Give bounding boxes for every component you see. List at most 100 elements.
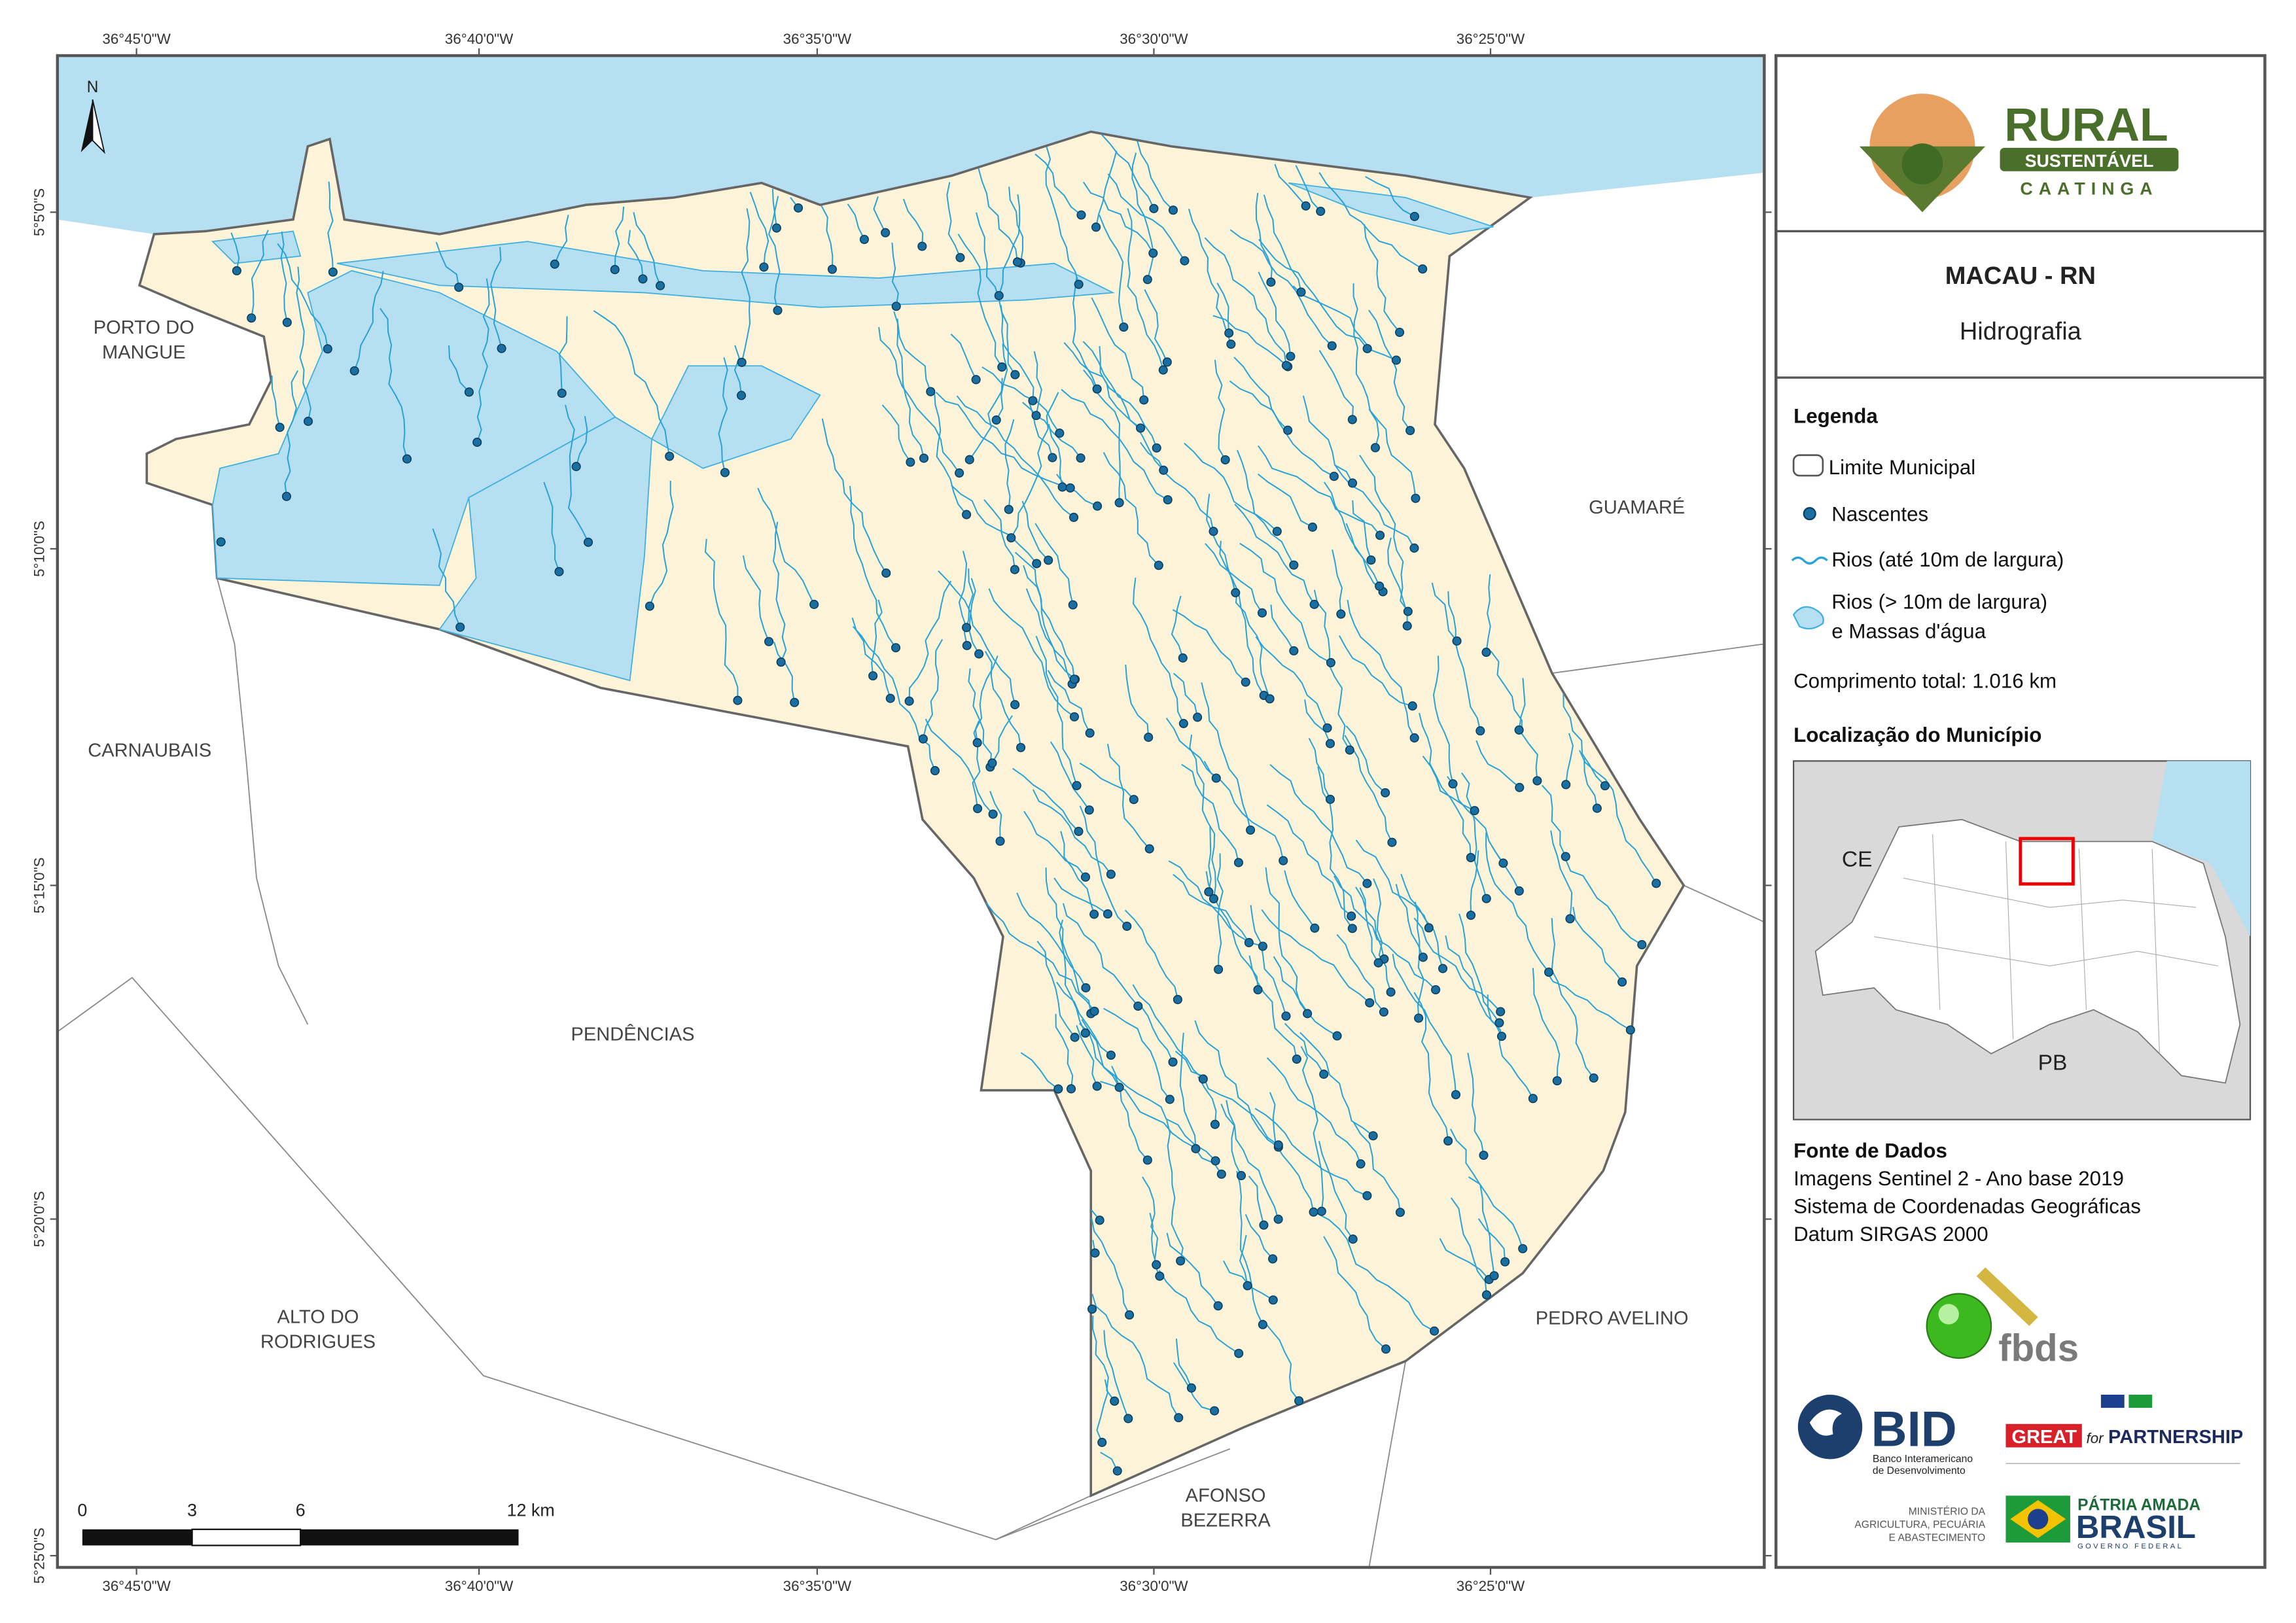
river xyxy=(1446,776,1504,864)
spring xyxy=(1289,560,1299,570)
river xyxy=(1368,309,1411,431)
river xyxy=(1053,877,1108,915)
spring xyxy=(583,537,593,547)
place-label: PENDÊNCIAS xyxy=(571,1024,694,1045)
spring xyxy=(1209,894,1218,903)
fbds-text: fbds xyxy=(1998,1327,2079,1370)
spring xyxy=(1110,1396,1120,1406)
river xyxy=(1572,907,1623,983)
spring xyxy=(1327,341,1337,351)
spring xyxy=(1515,782,1525,792)
locator-ocean xyxy=(2152,761,2251,937)
river xyxy=(284,370,299,497)
river xyxy=(908,580,952,701)
spring xyxy=(1158,365,1168,375)
spring xyxy=(868,671,878,681)
spring xyxy=(1129,795,1139,805)
spring xyxy=(1139,395,1149,405)
spring xyxy=(1532,776,1542,786)
spring xyxy=(1386,987,1396,997)
spring xyxy=(1319,1070,1329,1079)
spring xyxy=(964,455,974,464)
river xyxy=(296,266,311,422)
river xyxy=(1255,192,1273,283)
river xyxy=(1188,208,1232,345)
bid-subtext: Banco Interamericano xyxy=(1873,1454,1973,1465)
river xyxy=(1347,599,1415,739)
river xyxy=(1461,772,1487,899)
spring xyxy=(926,387,936,396)
spring xyxy=(1180,256,1190,266)
spring xyxy=(1565,914,1575,924)
river xyxy=(1336,934,1385,1013)
river xyxy=(1100,1081,1222,1175)
river xyxy=(981,366,1061,434)
spring xyxy=(1409,543,1419,553)
spring xyxy=(1259,1220,1269,1230)
spring xyxy=(1370,443,1380,453)
spring xyxy=(1326,657,1335,668)
river xyxy=(1233,357,1288,431)
lat-label: 5°20'0"S xyxy=(31,1191,48,1248)
spring xyxy=(1272,527,1282,536)
spring xyxy=(736,391,747,400)
place-label: BEZERRA xyxy=(1180,1510,1271,1531)
spring xyxy=(1403,606,1413,616)
spring xyxy=(1204,887,1214,897)
lon-label: 36°35'0"W xyxy=(783,31,852,47)
river xyxy=(1583,758,1598,809)
spring xyxy=(1451,1090,1461,1100)
river xyxy=(1490,650,1538,781)
river xyxy=(1083,181,1154,254)
river xyxy=(718,357,728,473)
boundary-line xyxy=(1368,1361,1407,1568)
river xyxy=(1216,283,1230,334)
river xyxy=(1035,635,1078,786)
spring xyxy=(1142,1155,1152,1165)
river xyxy=(1352,1122,1401,1213)
river xyxy=(543,481,560,572)
spring xyxy=(1226,340,1236,349)
spring xyxy=(1080,872,1091,882)
lon-label: 36°40'0"W xyxy=(445,1578,514,1594)
river xyxy=(1099,215,1125,328)
river xyxy=(1091,297,1145,400)
river xyxy=(1016,892,1087,988)
river xyxy=(1450,1197,1487,1295)
river xyxy=(1133,577,1184,724)
spring xyxy=(1514,725,1524,735)
lagoon xyxy=(650,365,821,469)
legend-item: e Massas d'água xyxy=(1831,620,1986,642)
map-title: MACAU - RN xyxy=(1945,262,2096,290)
spring xyxy=(1148,248,1158,258)
place-label: PEDRO AVELINO xyxy=(1536,1308,1689,1329)
river xyxy=(1236,1170,1263,1325)
river xyxy=(1173,873,1263,947)
legend-item: Nascentes xyxy=(1831,502,1928,525)
spring xyxy=(1010,700,1020,710)
spring xyxy=(1114,1083,1124,1092)
river xyxy=(972,720,981,809)
spring xyxy=(906,457,915,467)
ministry-text: AGRICULTURA, PECUÁRIA xyxy=(1854,1518,1985,1531)
lon-label: 36°30'0"W xyxy=(1120,1578,1188,1594)
river xyxy=(968,377,1003,461)
spring xyxy=(1494,1018,1504,1028)
spring xyxy=(1544,968,1554,977)
scale-label: 0 xyxy=(77,1501,87,1520)
river xyxy=(1413,917,1501,1013)
river xyxy=(821,205,834,270)
sources-heading: Fonte de Dados xyxy=(1793,1140,1947,1162)
spring xyxy=(1106,1050,1116,1060)
boundary-line xyxy=(995,1448,1231,1541)
spring xyxy=(1122,921,1132,931)
spring xyxy=(1325,794,1335,804)
river xyxy=(1106,743,1150,850)
river xyxy=(922,638,944,739)
spring xyxy=(1089,1006,1099,1016)
spring xyxy=(962,623,972,633)
spring xyxy=(737,357,747,367)
spring xyxy=(827,264,837,274)
river xyxy=(1125,665,1150,738)
spring xyxy=(1289,646,1299,655)
